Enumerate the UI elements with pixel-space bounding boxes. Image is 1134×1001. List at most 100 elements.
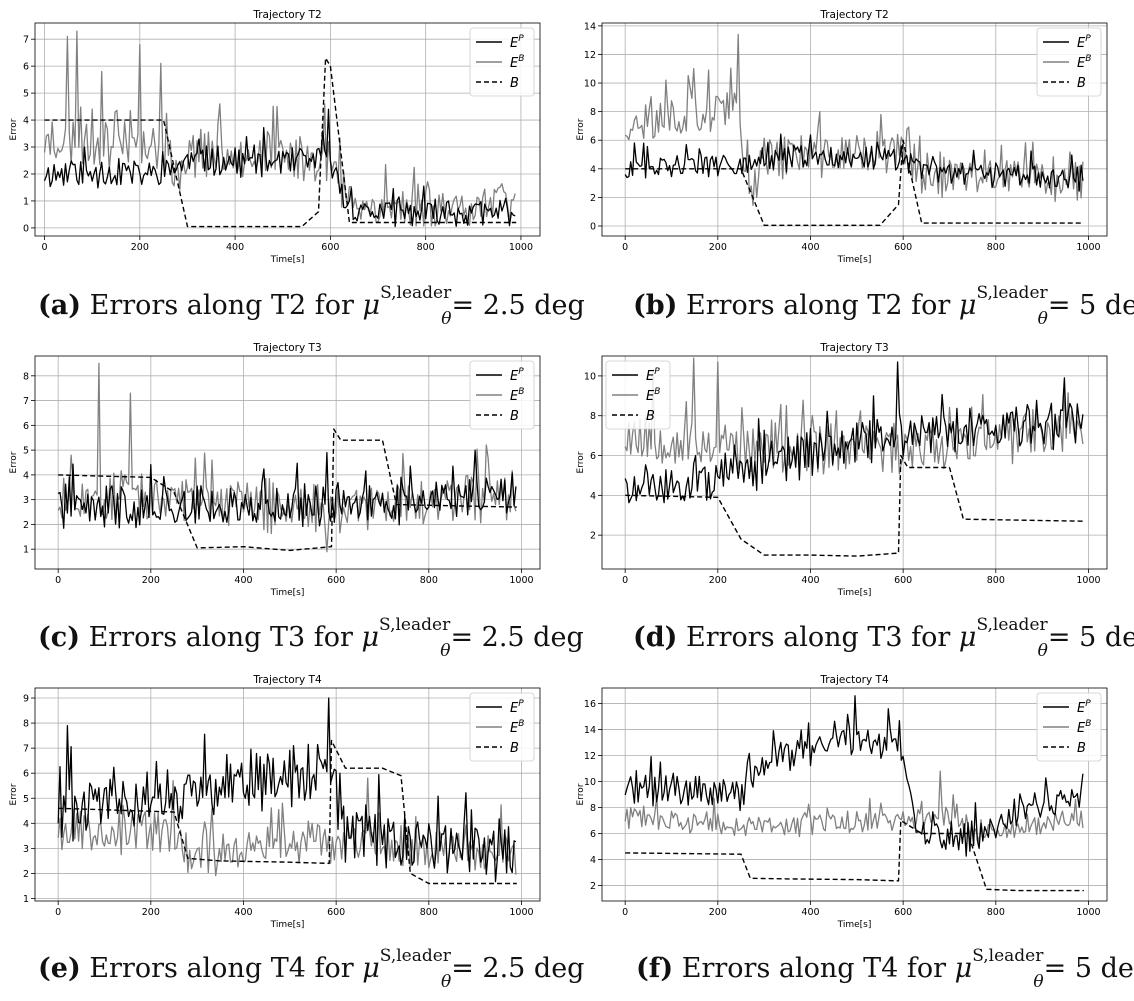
caption-sup: S,leader (379, 615, 451, 635)
y-tick-label: 1 (23, 545, 29, 556)
x-tick-label: 1000 (509, 242, 533, 253)
chart-title: Trajectory T4 (819, 674, 889, 686)
mu-symbol: μ (362, 953, 380, 984)
mu-symbol: μ (958, 290, 977, 321)
y-tick-label: 6 (23, 421, 29, 432)
y-axis-label: Error (9, 783, 19, 805)
chart-title: Trajectory T2 (819, 9, 888, 21)
x-tick-label: 800 (987, 242, 1005, 253)
legend-label: B (510, 741, 519, 756)
caption-sub: θ (1033, 972, 1044, 992)
x-tick-label: 0 (622, 242, 628, 253)
y-tick-label: 0 (590, 221, 596, 232)
y-axis-label: Error (9, 451, 19, 473)
x-tick-label: 1000 (509, 575, 533, 586)
x-axis-label: Time[s] (837, 255, 872, 265)
x-tick-label: 1000 (1076, 242, 1100, 253)
axes-frame (601, 22, 1108, 237)
gridlines (602, 688, 1107, 901)
series-line-ep (43, 108, 516, 228)
chart-svg-a: 0 200 400 600 800 1000 0 1 2 3 4 5 6 7 Trajectory T2 Ti… (9, 9, 541, 265)
y-tick-label: 1 (23, 196, 29, 207)
caption-f: (f) Errors along T4 for μS,leader θ= 5 de… (636, 946, 1134, 992)
axes-frame (34, 687, 541, 902)
caption-value: = 5 deg (1043, 953, 1134, 984)
y-tick-label: 10 (584, 777, 596, 788)
x-tick-label: 800 (420, 575, 438, 586)
x-axis-label: Time[s] (270, 588, 305, 598)
caption-c: (c) Errors along T3 for μS,leader θ= 2.5 … (38, 615, 584, 661)
caption-a: (a) Errors along T2 for μS,leader θ= 2.5 … (38, 283, 585, 329)
chart-title: Trajectory T3 (252, 342, 321, 354)
chart-panel-c: 0 200 400 600 800 1000 1 2 3 4 5 6 7 8 Trajectory T3 Ti… (0, 333, 567, 618)
x-tick-label: 400 (801, 242, 819, 253)
legend-label: B (1077, 76, 1086, 91)
x-tick-label: 200 (142, 575, 160, 586)
y-tick-label: 5 (23, 794, 29, 805)
y-tick-label: 7 (23, 744, 29, 755)
chart-panel-e: 0 200 400 600 800 1000 1 2 3 4 5 6 7 8 9 Trajectory T4 T… (0, 665, 567, 950)
x-axis-label: Time[s] (837, 588, 872, 598)
y-tick-label: 5 (23, 446, 29, 457)
y-tick-label: 6 (590, 136, 596, 147)
x-axis-label: Time[s] (837, 920, 872, 930)
axes-frame (601, 355, 1108, 570)
y-axis-label: Error (576, 783, 586, 805)
x-tick-label: 600 (894, 575, 912, 586)
y-tick-label: 2 (590, 193, 596, 204)
x-tick-label: 0 (55, 575, 61, 586)
y-tick-label: 4 (23, 819, 29, 830)
legend-label: B (510, 76, 519, 91)
x-tick-label: 0 (622, 907, 628, 918)
y-tick-label: 2 (590, 881, 596, 892)
caption-text: Errors along T2 for (89, 290, 354, 321)
x-tick-label: 200 (709, 907, 727, 918)
series-line-ep (57, 449, 517, 529)
plot-area (602, 356, 1107, 569)
x-tick-label: 800 (420, 907, 438, 918)
caption-sup: S,leader (976, 615, 1048, 635)
y-tick-label: 10 (584, 79, 596, 90)
x-tick-label: 600 (894, 907, 912, 918)
caption-b: (b) Errors along T2 for μS,leader θ= 5 de… (633, 283, 1134, 329)
caption-value: = 5 deg (1047, 622, 1134, 653)
caption-sup: S,leader (380, 283, 452, 303)
series-line-ep (624, 361, 1084, 504)
series-line-eb (624, 33, 1084, 206)
y-tick-label: 1 (23, 894, 29, 905)
axes-frame (34, 22, 541, 237)
caption-sup: S,leader (976, 283, 1048, 303)
x-tick-label: 600 (327, 575, 345, 586)
y-tick-label: 8 (23, 371, 29, 382)
x-tick-label: 400 (801, 575, 819, 586)
axes-frame (601, 687, 1108, 902)
series-line-b (625, 819, 1084, 892)
caption-text: Errors along T3 for (88, 622, 353, 653)
y-tick-label: 14 (584, 21, 596, 32)
series-line-eb (624, 770, 1084, 844)
caption-sub: θ (441, 309, 452, 329)
x-tick-label: 200 (709, 575, 727, 586)
chart-svg-c: 0 200 400 600 800 1000 1 2 3 4 5 6 7 8 Trajectory T3 Ti… (9, 342, 541, 598)
plot-area (35, 23, 540, 236)
y-tick-label: 2 (23, 520, 29, 531)
y-tick-label: 8 (23, 719, 29, 730)
y-tick-label: 4 (590, 491, 596, 502)
caption-sub: θ (1037, 641, 1048, 661)
y-axis-label: Error (9, 118, 19, 140)
caption-e: (e) Errors along T4 for μS,leader θ= 2.5 … (38, 946, 584, 992)
series-line-b (625, 454, 1084, 557)
x-tick-label: 800 (987, 907, 1005, 918)
x-tick-label: 1000 (1076, 575, 1100, 586)
y-tick-label: 10 (584, 371, 596, 382)
x-tick-label: 1000 (509, 907, 533, 918)
caption-d: (d) Errors along T3 for μS,leader θ= 5 de… (633, 615, 1134, 661)
y-tick-label: 4 (23, 116, 29, 127)
series-line-ep (624, 695, 1084, 857)
y-tick-label: 9 (23, 694, 29, 705)
y-axis-label: Error (576, 118, 586, 140)
